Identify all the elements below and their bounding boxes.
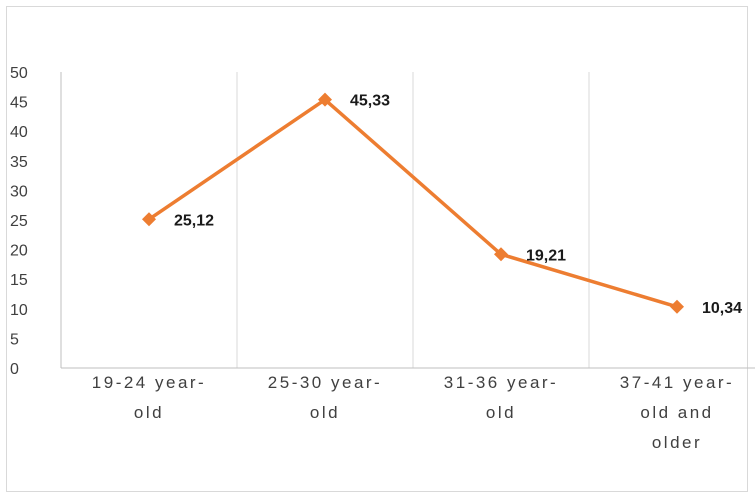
- x-tick-label-line: 31-36 year-: [444, 373, 558, 392]
- data-point-marker: [670, 299, 684, 314]
- y-tick-label: 40: [10, 124, 28, 141]
- x-tick-label-line: 19-24 year-: [92, 373, 206, 392]
- y-tick-label: 5: [10, 331, 19, 348]
- data-point-marker: [142, 212, 156, 227]
- y-tick-label: 45: [10, 95, 28, 112]
- data-label: 45,33: [350, 93, 390, 110]
- y-tick-labels: 0 5 10 15 20 25 30 35 40 45 50: [10, 65, 28, 378]
- grid-layer: [236, 72, 590, 368]
- x-tick-label-line: 25-30 year-: [268, 373, 382, 392]
- series-line-segment: [147, 97, 327, 222]
- data-label: 25,12: [174, 212, 214, 229]
- axis-layer: [60, 72, 755, 369]
- y-tick-label: 10: [10, 302, 28, 319]
- data-point-marker: [318, 92, 332, 107]
- y-tick-label: 30: [10, 183, 28, 200]
- x-tick-label: 25-30 year-old: [268, 373, 382, 422]
- x-tick-label: 31-36 year-old: [444, 373, 558, 422]
- x-tick-label: 37-41 year-old and older: [620, 373, 734, 452]
- series-layer: [147, 97, 679, 309]
- data-label: 10,34: [702, 300, 742, 317]
- series-line-segment: [499, 252, 679, 309]
- series-line-segment: [323, 97, 503, 257]
- data-point-marker: [494, 247, 508, 262]
- y-tick-label: 15: [10, 272, 28, 289]
- y-tick-label: 25: [10, 213, 28, 230]
- data-labels: 25,12 45,33 19,21 10,34: [174, 93, 742, 317]
- x-tick-label-line: old: [134, 403, 164, 422]
- data-label: 19,21: [526, 247, 566, 264]
- x-tick-label-line: old: [486, 403, 516, 422]
- x-tick-label: 19-24 year-old: [92, 373, 206, 422]
- x-tick-label-line: old: [310, 403, 340, 422]
- x-tick-label-line: 37-41 year-: [620, 373, 734, 392]
- y-tick-label: 20: [10, 243, 28, 260]
- x-tick-label-line: old and: [640, 403, 713, 422]
- y-tick-label: 50: [10, 65, 28, 82]
- marker-layer: [142, 92, 684, 314]
- chart-frame: [6, 6, 748, 492]
- y-tick-label: 0: [10, 361, 19, 378]
- x-tick-label-line: older: [652, 433, 702, 452]
- y-tick-label: 35: [10, 154, 28, 171]
